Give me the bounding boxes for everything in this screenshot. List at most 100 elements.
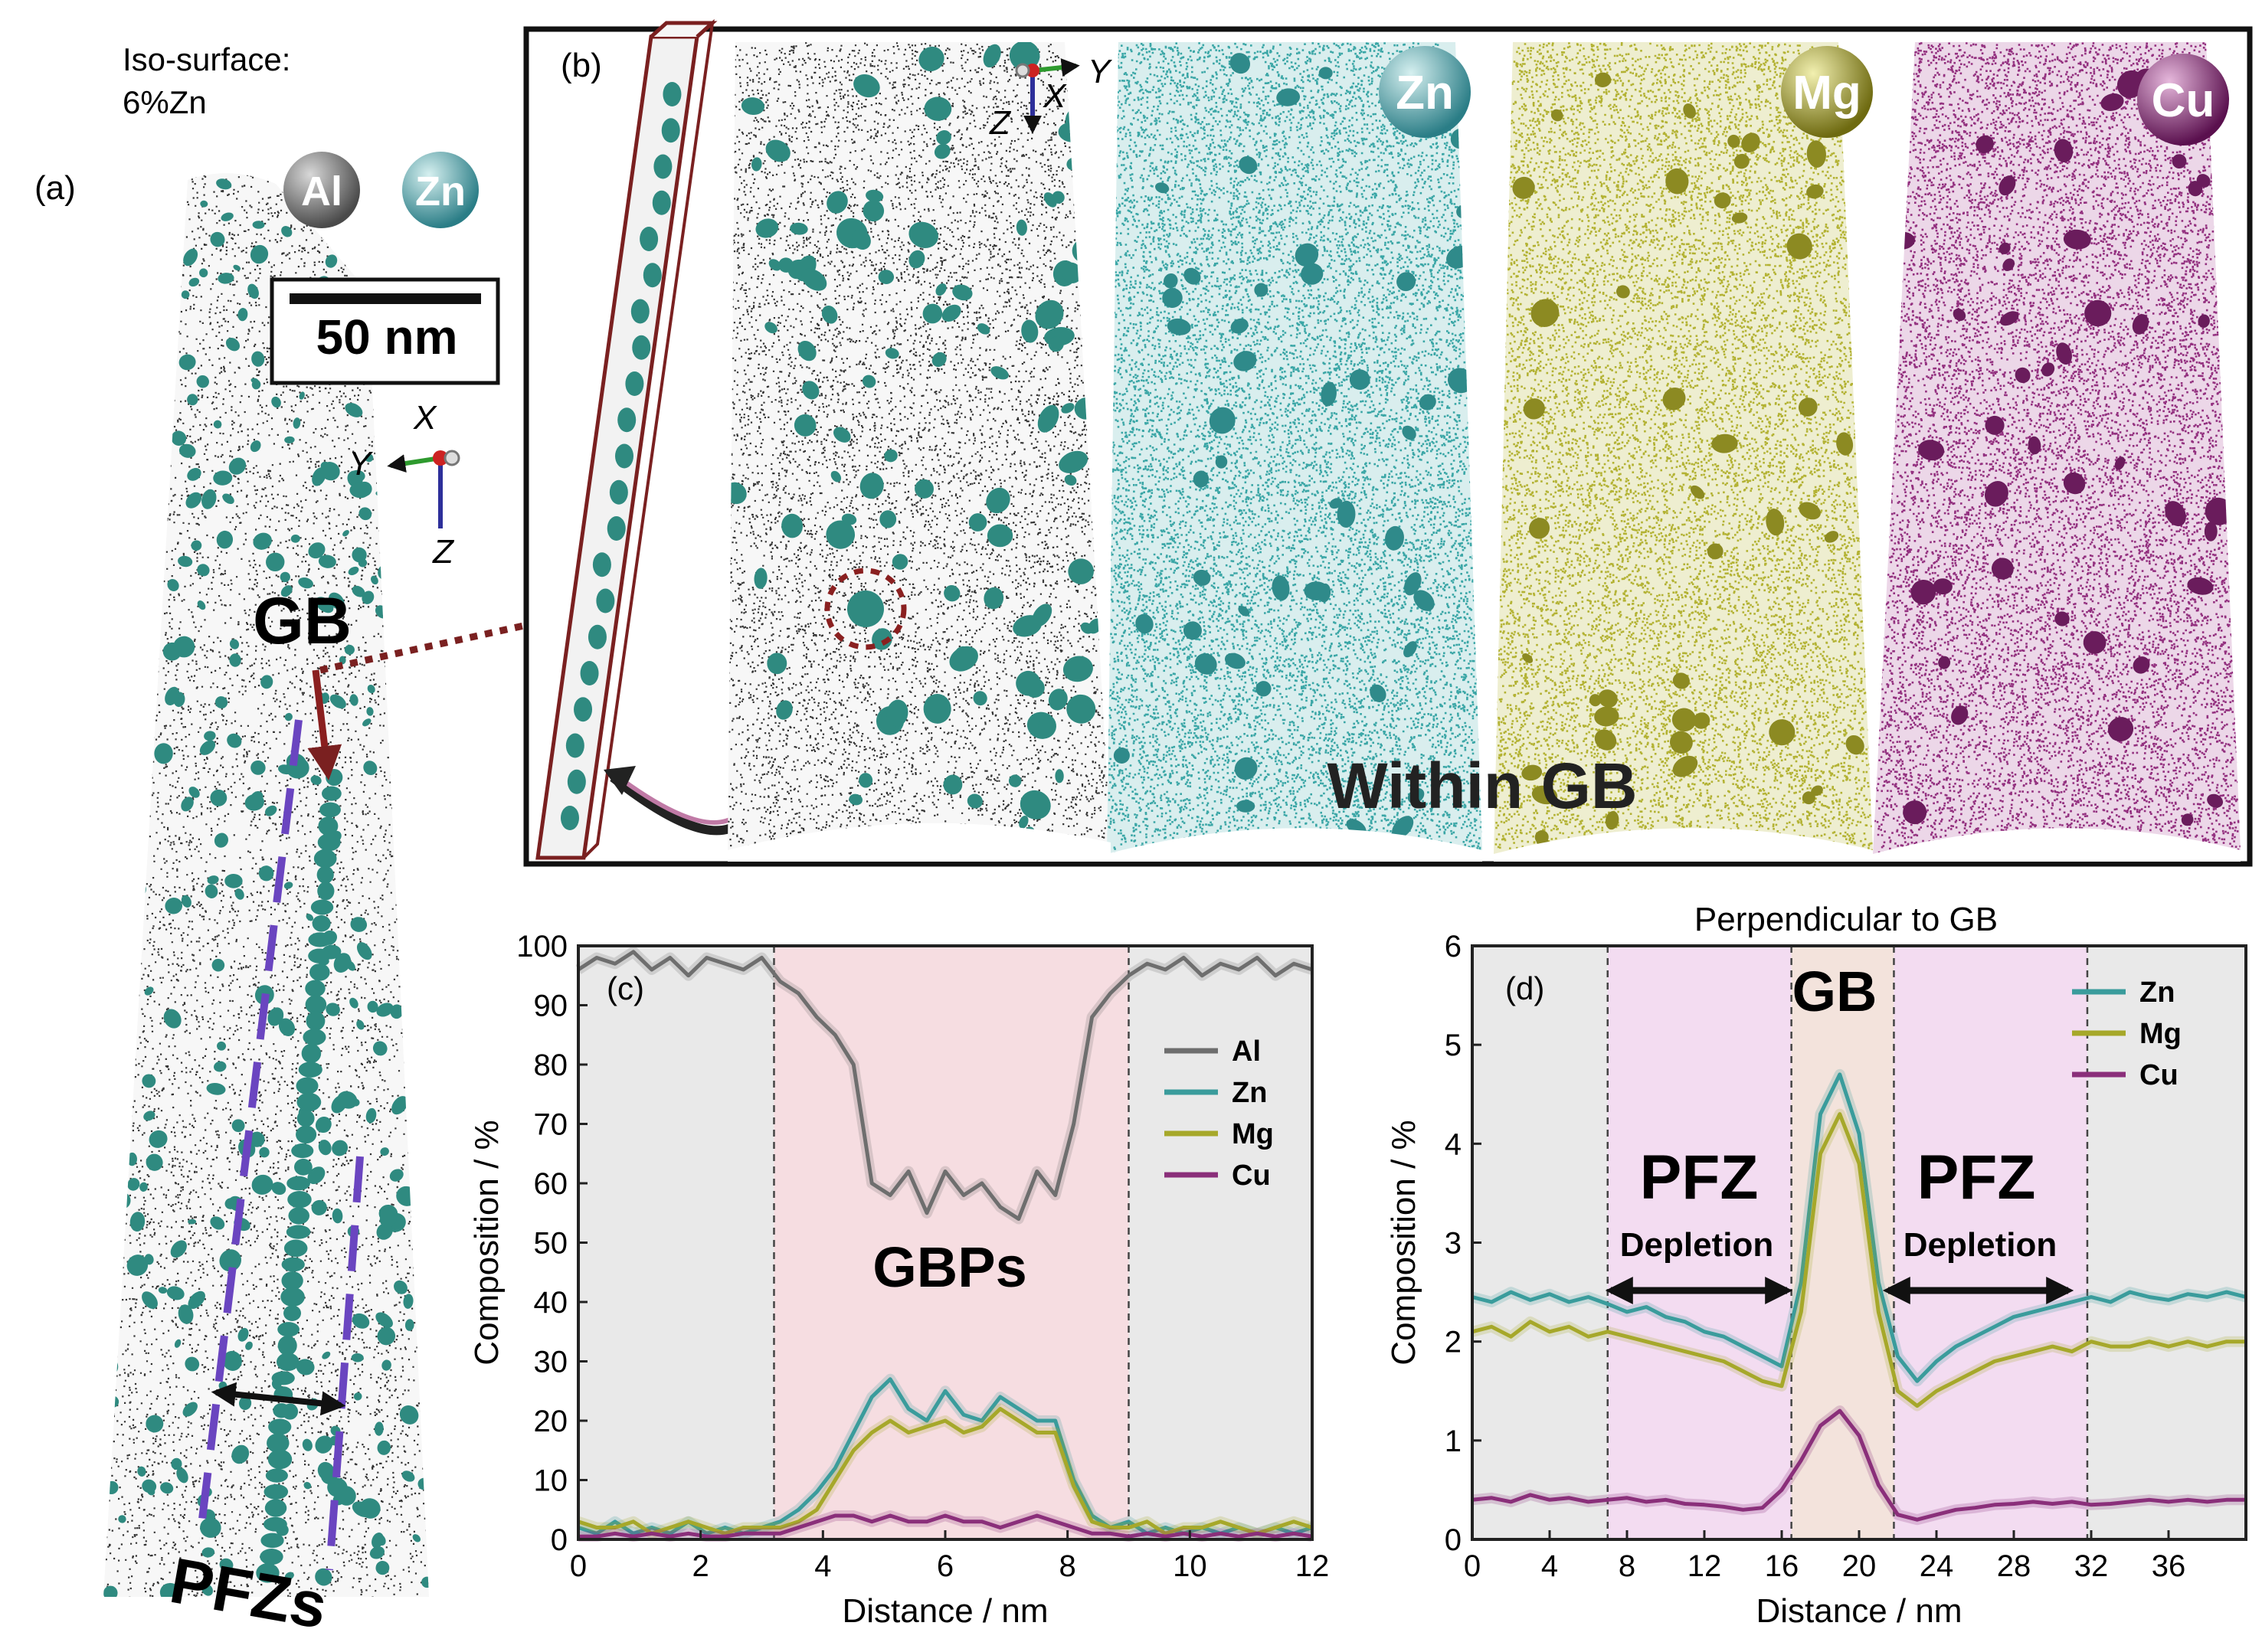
gb-precipitate — [296, 1077, 319, 1095]
precipitate — [2114, 456, 2126, 470]
precipitate — [973, 691, 987, 706]
depletion-left-label: Depletion — [1620, 1226, 1773, 1264]
chart-c-y-tick-label: 40 — [534, 1286, 568, 1320]
gb-precipitate — [296, 1125, 317, 1144]
chart-d-series-mg-point — [1625, 1335, 1629, 1338]
precipitate — [333, 953, 352, 973]
chart-c-series-al-point — [686, 974, 690, 977]
precipitate — [237, 308, 248, 322]
chart-c-series-al-point — [1292, 962, 1295, 966]
precipitate — [147, 276, 165, 296]
mg-map — [1494, 42, 1873, 854]
gb-label-a: GB — [253, 584, 352, 658]
axis-triad-a: X Y Z — [349, 399, 460, 571]
gb-precipitate — [260, 1549, 283, 1565]
chart-d-y-axis-label: Composition / % — [1385, 1120, 1422, 1365]
chart-d-series-mg-point — [2070, 1349, 2074, 1353]
chart-c-series-mg-point — [760, 1526, 764, 1529]
chart-d-series-cu-point — [1548, 1498, 1551, 1502]
precipitate — [259, 1147, 270, 1158]
precipitate — [149, 1130, 168, 1148]
precipitate — [114, 1096, 130, 1111]
precipitate — [422, 1209, 429, 1227]
precipitate — [227, 733, 242, 748]
precipitate — [178, 354, 196, 371]
chart-d-series-cu-point — [1993, 1503, 1996, 1506]
precipitate — [365, 1107, 377, 1124]
precipitate — [403, 1294, 414, 1309]
precipitate — [171, 430, 187, 446]
gb-precipitate — [319, 802, 341, 818]
precipitate — [318, 554, 336, 568]
precipitate — [210, 1216, 225, 1230]
slab-precipitate — [643, 263, 662, 288]
precipitate — [1062, 656, 1093, 682]
chart-c-region-0 — [578, 946, 774, 1539]
precipitate — [968, 513, 987, 532]
precipitate — [1733, 153, 1750, 169]
precipitate — [1951, 705, 1969, 725]
chart-c-series-al-point — [760, 956, 764, 960]
chart-d-series-cu-point — [2090, 1503, 2093, 1506]
precipitate — [260, 675, 273, 689]
chart-c-series-cu-point — [760, 1532, 764, 1536]
precipitate — [201, 1583, 213, 1596]
precipitate — [1419, 394, 1436, 411]
precipitate — [1531, 785, 1558, 805]
gb-precipitate — [286, 1225, 311, 1239]
precipitate — [231, 1119, 245, 1133]
precipitate — [250, 378, 259, 384]
precipitate — [131, 377, 151, 397]
gb-pointer-arrow — [307, 669, 342, 780]
chart-c-x-tick-label: 0 — [570, 1549, 587, 1583]
precipitate — [103, 306, 117, 323]
pfz-boundary-right — [326, 1156, 364, 1571]
precipitate — [126, 615, 139, 627]
chart-c-series-al-point — [650, 968, 653, 971]
precipitate — [1933, 578, 1953, 595]
chart-d-series-cu-point — [1858, 1434, 1861, 1438]
precipitate — [853, 74, 880, 98]
chart-d-series-mg-point — [1838, 1112, 1841, 1116]
precipitate — [174, 1339, 182, 1348]
chart-c-series-al-point — [1127, 974, 1131, 977]
axis-b-x: X — [1043, 77, 1067, 115]
precipitate — [126, 220, 140, 234]
precipitate — [2205, 497, 2233, 525]
precipitate — [1594, 729, 1617, 751]
chart-c-series-mg-point — [1145, 1520, 1149, 1523]
precipitate — [320, 462, 340, 481]
precipitate — [250, 760, 266, 775]
chart-c-series-al-point — [1182, 956, 1186, 960]
precipitate — [281, 226, 293, 237]
highlighted-precipitate-ring — [824, 568, 907, 650]
chart-d-y-tick-label: 6 — [1445, 930, 1462, 963]
precipitate — [213, 420, 222, 429]
chart-c-legend-label-al: Al — [1232, 1035, 1261, 1068]
chart-c-series-cu-point — [723, 1535, 727, 1538]
chart-c-series-cu-point — [595, 1535, 598, 1538]
chart-c-series-al-point — [669, 956, 672, 960]
chart-c-y-tick-label: 20 — [534, 1405, 568, 1438]
highlighted-precipitate — [847, 590, 884, 627]
chart-c-series-al-point — [1017, 1217, 1020, 1221]
precipitate — [390, 1004, 404, 1019]
precipitate — [2116, 70, 2145, 99]
chart-c-series-zn-point — [980, 1419, 984, 1422]
chart-c-y-tick-label: 70 — [534, 1108, 568, 1142]
precipitate — [1605, 811, 1619, 830]
precipitate — [1113, 747, 1130, 764]
precipitate — [329, 694, 346, 709]
chart-d-series-zn-point — [2186, 1292, 2190, 1296]
precipitate — [283, 882, 293, 889]
chart-d-series-mg-point — [1741, 1369, 1745, 1373]
precipitate — [307, 1166, 326, 1185]
precipitate — [1038, 715, 1054, 736]
chart-c-series-al-point — [1274, 974, 1277, 977]
gb-precipitate — [313, 849, 337, 869]
precipitate — [986, 487, 1010, 514]
chart-d-series-cu-point — [1509, 1500, 1513, 1503]
precipitate — [922, 303, 943, 324]
precipitate — [1052, 191, 1065, 204]
chart-d-x-tick-label: 36 — [2152, 1549, 2186, 1583]
